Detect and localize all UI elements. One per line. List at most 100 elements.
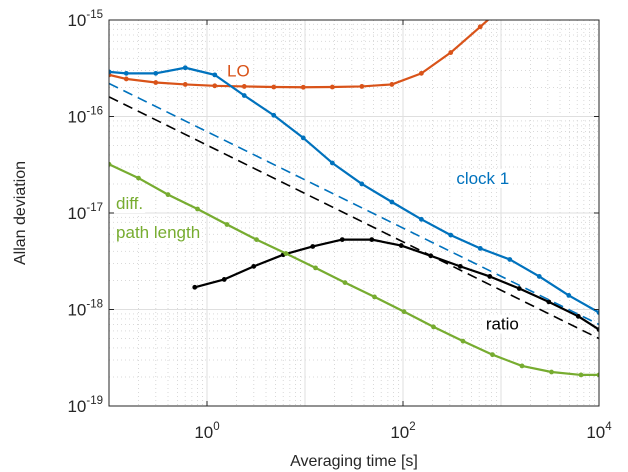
series-marker-3	[578, 372, 584, 378]
series-marker-3	[283, 251, 289, 256]
series-marker-3	[431, 324, 436, 330]
y-tick-base: 10	[67, 204, 86, 223]
series-marker-2	[546, 299, 552, 305]
series-annotation: clock 1	[456, 169, 509, 188]
series-marker-1	[566, 292, 572, 298]
series-marker-2	[487, 274, 493, 279]
y-tick-exponent: -18	[86, 299, 103, 311]
series-marker-3	[460, 338, 466, 344]
series-marker-3	[165, 192, 171, 198]
series-marker-3	[519, 363, 525, 369]
series-marker-0	[182, 82, 188, 87]
series-marker-3	[490, 352, 495, 358]
series-marker-2	[192, 284, 198, 290]
series-marker-1	[507, 257, 513, 262]
series-marker-1	[596, 310, 599, 315]
y-tick-base: 10	[67, 301, 86, 320]
annotation-background	[483, 314, 521, 334]
series-layer	[109, 20, 599, 378]
series-marker-2	[310, 244, 316, 249]
x-tick-exponent: 2	[409, 421, 415, 433]
series-marker-2	[516, 286, 522, 291]
series-marker-3	[401, 309, 407, 315]
series-line-4	[109, 82, 599, 326]
y-tick-label: 10-16	[67, 106, 103, 127]
annotation-background	[225, 61, 252, 81]
series-marker-1	[300, 135, 306, 141]
series-marker-3	[372, 294, 377, 300]
annotation-background	[454, 168, 512, 188]
annotation-layer: LO clock 1 diff. path length ratio	[114, 61, 521, 334]
x-tick-exponent: 4	[605, 421, 612, 433]
series-marker-2	[339, 237, 345, 243]
series-annotation: path length	[116, 223, 200, 242]
annotation-background	[114, 223, 203, 243]
series-marker-3	[313, 265, 318, 271]
series-marker-2	[457, 263, 463, 269]
series-marker-1	[329, 160, 335, 166]
x-tick-base: 10	[194, 423, 213, 442]
series-marker-0	[389, 82, 395, 87]
annotation-background	[114, 194, 146, 214]
series-annotation: diff.	[116, 194, 143, 213]
series-marker-1	[389, 199, 395, 205]
series-marker-0	[300, 84, 306, 90]
series-line-1	[109, 66, 599, 314]
x-axis-label: Averaging time [s]	[290, 453, 418, 470]
series-marker-3	[596, 372, 599, 378]
series-marker-2	[398, 243, 404, 248]
series-marker-1	[241, 93, 247, 98]
x-tick-label: 104	[586, 421, 612, 442]
y-tick-base: 10	[67, 108, 86, 127]
y-tick-label: 10-18	[67, 299, 103, 320]
series-line-5	[109, 96, 599, 340]
series-marker-1	[271, 112, 277, 118]
series-marker-2	[596, 327, 599, 332]
series-marker-3	[254, 237, 259, 243]
series-marker-1	[109, 69, 112, 75]
series-marker-3	[136, 175, 141, 181]
series-marker-0	[271, 84, 277, 90]
y-tick-exponent: -19	[86, 395, 103, 407]
series-marker-1	[359, 181, 365, 187]
series-marker-2	[369, 237, 375, 243]
x-tick-base: 10	[586, 423, 605, 442]
series-marker-1	[153, 70, 159, 76]
series-marker-3	[195, 206, 200, 212]
series-marker-1	[536, 274, 542, 279]
series-marker-2	[221, 277, 227, 282]
series-marker-0	[329, 84, 335, 90]
series-marker-0	[123, 76, 129, 82]
series-marker-0	[448, 50, 454, 55]
series-marker-0	[212, 83, 218, 89]
y-tick-label: 10-15	[67, 9, 103, 30]
y-tick-label: 10-17	[67, 202, 103, 223]
y-tick-exponent: -15	[86, 9, 103, 21]
series-marker-3	[109, 161, 112, 167]
x-tick-exponent: 0	[213, 421, 219, 433]
series-annotation: ratio	[486, 315, 519, 334]
series-marker-1	[477, 245, 483, 251]
series-marker-0	[477, 24, 483, 30]
series-marker-0	[359, 84, 365, 89]
series-marker-1	[123, 70, 129, 76]
x-tick-label: 100	[194, 421, 219, 442]
series-line-3	[109, 163, 599, 377]
series-marker-2	[251, 263, 257, 269]
series-marker-2	[575, 313, 581, 319]
series-marker-0	[418, 70, 424, 76]
series-marker-3	[549, 369, 554, 375]
series-marker-1	[212, 72, 218, 78]
x-tick-base: 10	[390, 423, 409, 442]
x-tick-label: 102	[390, 421, 415, 442]
y-tick-base: 10	[67, 11, 86, 30]
y-axis-label: Allan deviation	[12, 161, 29, 265]
series-marker-0	[241, 84, 247, 89]
series-marker-0	[153, 80, 159, 85]
y-tick-exponent: -17	[86, 202, 103, 214]
y-tick-label: 10-19	[67, 395, 103, 416]
series-marker-3	[224, 222, 230, 227]
series-marker-1	[448, 232, 454, 238]
